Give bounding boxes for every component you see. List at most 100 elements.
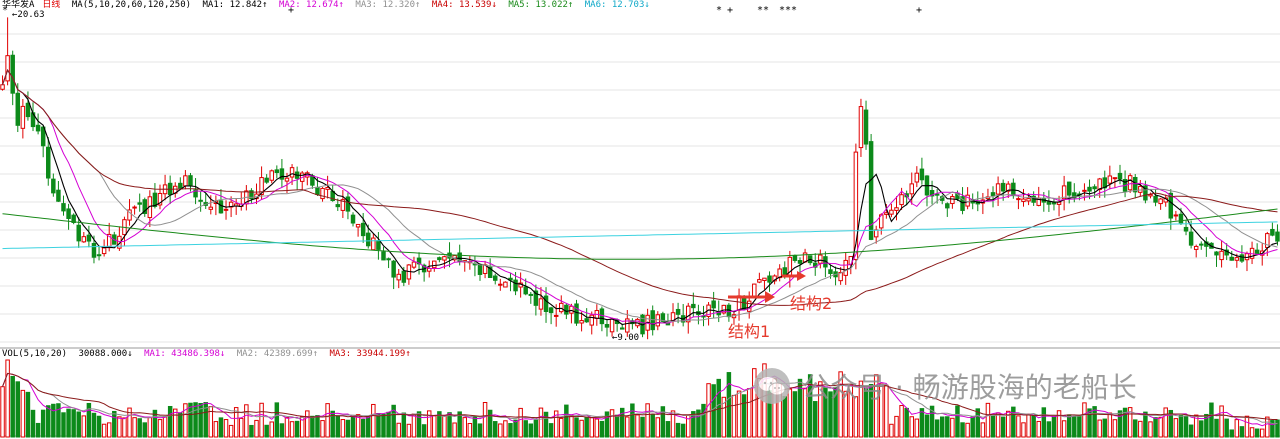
candle-body [188,175,193,186]
volume-bar [1082,402,1087,438]
candle-body [20,105,26,129]
vol-ma2: MA2: 42389.699↑ [236,349,319,359]
volume-bar [726,372,732,438]
candle-body [1183,226,1189,232]
volume-bar [1163,407,1168,438]
candle-body [579,320,584,324]
candle-body [899,194,904,206]
volume-bar [945,416,950,438]
structure1-arrowhead [765,291,775,303]
volume-bar [81,415,87,438]
volume-bar [457,411,462,438]
volume-bar [112,410,117,438]
volume-bar [528,423,534,438]
candle-body [1143,185,1148,201]
ma4-line [2,69,1278,306]
volume-bar [426,410,432,438]
candle-body [432,260,437,269]
volume-bar [543,411,549,438]
stock-name[interactable]: 华华发A [2,0,35,10]
volume-bar [1275,419,1280,438]
candle-body [132,206,137,209]
volume-bar [320,420,325,438]
volume-bar [40,409,46,438]
candle-body [487,266,493,278]
candle-body [1117,172,1123,180]
candle-body [655,314,661,327]
candle-body [1127,175,1133,191]
volume-bar [548,423,554,438]
volume-bar [127,407,132,438]
candle-body [264,177,269,183]
candle-body [183,175,188,187]
candle-body [320,187,325,200]
candle-body [604,324,610,328]
candle-body [350,214,356,224]
volume-bar [96,415,102,438]
candle-body [919,168,925,181]
candle-body [40,126,46,147]
volume-bar [1168,409,1174,438]
event-markers: * + ** *** ++* [2,5,922,16]
volume-bar [934,419,940,438]
candle-body [411,261,417,268]
event-marker: * [716,5,722,16]
candle-body [269,170,274,181]
volume-bar [203,402,208,438]
volume-bar [599,420,605,438]
candle-body [1107,175,1113,184]
volume-bar [1036,420,1041,438]
volume-bar [35,422,41,438]
volume-bar [604,411,610,438]
volume-bar [477,423,483,438]
candle-body [96,254,102,257]
period-label[interactable]: 日线 [42,0,61,10]
volume-bar [360,418,366,438]
candle-body [25,102,31,118]
volume-bar [660,406,666,438]
event-marker: *** [779,5,797,16]
candle-body [721,304,727,314]
volume-ma-line [2,372,1278,420]
candle-body [1254,249,1260,254]
candle-body [91,242,97,258]
volume-bar [61,412,66,438]
volume-bar [1204,413,1209,438]
volume-bar [1061,420,1067,438]
candle-body [5,55,10,82]
volume-bar [274,402,280,438]
volume-bar [701,403,706,438]
candle-body [894,207,899,211]
candle-body [858,106,864,149]
volume-bar [889,423,894,438]
volume-bar [741,394,747,438]
volume-bar [625,416,630,438]
candle-body [442,256,447,261]
volume-bar [76,411,81,438]
volume-bar [1097,419,1102,438]
volume-bar [1224,418,1229,438]
candle-body [528,293,534,296]
volume-bar [818,381,823,438]
candle-body [492,275,498,281]
ma5-value: MA5: 13.022↑ [508,0,574,10]
candle-body [208,206,214,210]
volume-bar [960,422,965,438]
candle-body [223,208,229,211]
volume-bar [802,387,808,438]
event-marker: + [288,5,294,16]
candle-body [1153,195,1158,203]
volume-bar [432,415,437,438]
volume-bar [299,416,305,438]
volume-bar [691,411,696,438]
volume-bar [345,419,351,438]
candle-body [523,286,528,295]
candle-body [843,259,848,276]
candle-body [686,305,691,323]
candle-body [889,209,894,215]
volume-bar [406,423,412,438]
volume-bar [812,401,818,438]
candle-body [0,84,5,90]
candle-body [533,290,539,306]
volume-bar [1173,418,1179,438]
